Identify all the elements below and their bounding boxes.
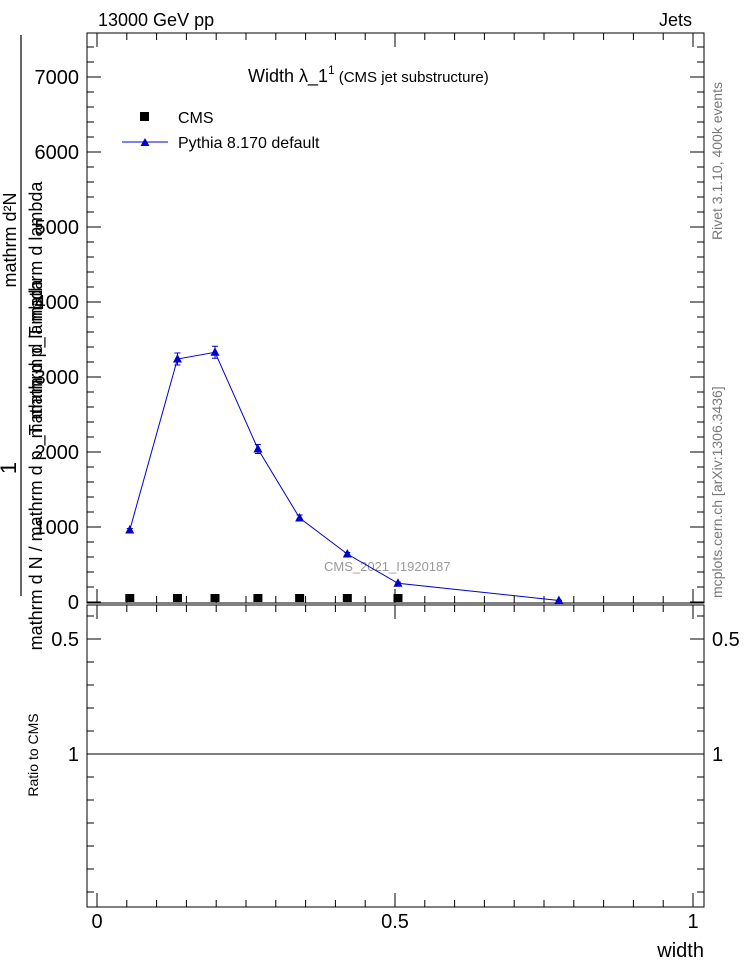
data-marks	[125, 345, 564, 604]
cms-point	[342, 594, 352, 602]
pythia-point	[125, 525, 135, 534]
pythia-point	[342, 549, 352, 558]
y-axis-label: 1 mathrm d²N mathrm d p_T mathrm d lambd…	[0, 35, 47, 650]
y-tick-label: 5000	[35, 217, 80, 239]
y-axis-label-prefix: 1	[0, 462, 21, 474]
cms-point	[393, 594, 403, 602]
y-tick-label: 6000	[35, 142, 80, 164]
mcplots-label: mcplots.cern.ch [arXiv:1306.3436]	[709, 386, 725, 598]
chart-title-superscript: 1	[328, 63, 335, 77]
energy-label: 13000 GeV pp	[98, 10, 214, 30]
cms-point	[295, 594, 305, 602]
y-tick-label: 4000	[35, 292, 80, 314]
chart-title-note: (CMS jet substructure)	[339, 69, 489, 86]
ratio-y-axis-label: Ratio to CMS	[25, 713, 41, 796]
y-tick-label: 7000	[35, 67, 80, 89]
pythia-point	[554, 595, 564, 604]
tick-labels: 0 1000 2000 3000 4000 5000 6000 7000 0 0.5 1 0.5 0.5…	[35, 67, 740, 933]
pythia-point	[393, 578, 403, 587]
y-tick-label: 2000	[35, 442, 80, 464]
legend-pythia-marker	[140, 138, 150, 146]
axis-ticks	[87, 33, 704, 907]
y-axis-label-denominator: mathrm d p_T mathrm d lambda	[26, 181, 47, 439]
pythia-point	[210, 347, 220, 356]
cms-point	[210, 594, 220, 602]
cms-point	[172, 594, 182, 602]
pythia-point	[172, 354, 182, 363]
pythia-point	[295, 513, 305, 522]
y-axis-label-full: mathrm d N / mathrm d p _T mathrm d lamb…	[26, 279, 47, 651]
legend-cms-label: CMS	[178, 110, 214, 127]
x-tick-label: 0	[91, 911, 102, 933]
pythia-line	[129, 351, 559, 601]
pythia-point	[253, 444, 263, 453]
ratio-tick-label-right: 1	[712, 744, 723, 766]
y-tick-label: 3000	[35, 367, 80, 389]
y-tick-label: 1000	[35, 517, 80, 539]
chart-title: Width λ_11 (CMS jet substructure)	[248, 63, 489, 87]
y-tick-label: 0	[68, 592, 79, 614]
cms-point	[125, 594, 135, 602]
category-label: Jets	[659, 10, 692, 30]
ratio-panel-frame	[86, 604, 705, 908]
ratio-tick-label-right: 0.5	[712, 629, 740, 651]
analysis-watermark: CMS_2021_I1920187	[324, 559, 451, 574]
legend-cms-marker	[140, 112, 149, 121]
y-axis-label-numerator: mathrm d²N	[0, 192, 20, 287]
ratio-tick-label: 0.5	[51, 629, 79, 651]
legend-pythia-label: Pythia 8.170 default	[178, 135, 320, 152]
cms-point	[253, 594, 263, 602]
legend: CMS Pythia 8.170 default	[122, 110, 320, 152]
chart-title-main: Width λ_1	[248, 66, 328, 87]
x-axis-label: width	[656, 940, 704, 962]
ratio-tick-label: 1	[68, 744, 79, 766]
x-tick-label: 0.5	[381, 911, 409, 933]
x-tick-label: 1	[687, 911, 698, 933]
rivet-version-label: Rivet 3.1.10, 400k events	[709, 82, 725, 240]
